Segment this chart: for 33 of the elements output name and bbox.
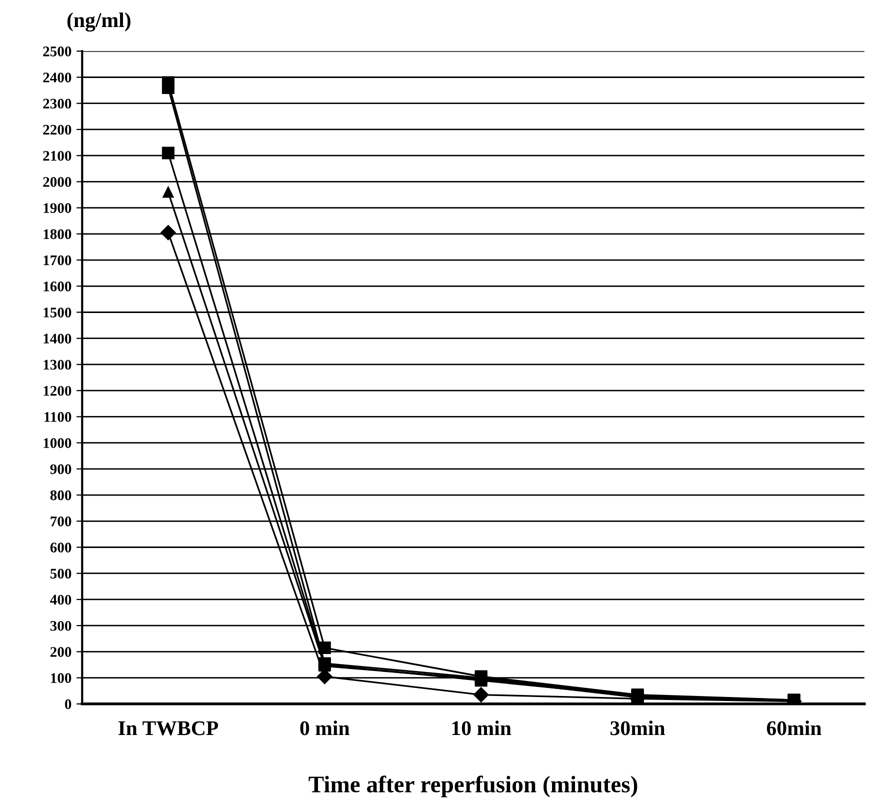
x-axis-title: Time after reperfusion (minutes) (308, 776, 638, 798)
y-tick-label: 2000 (43, 177, 72, 187)
x-tick-label: 10 min (452, 720, 512, 736)
x-tick-label: 60min (766, 720, 822, 736)
x-tick-label: 30min (610, 720, 666, 736)
y-tick-label: 600 (50, 542, 72, 552)
y-tick-label: 1200 (44, 386, 72, 396)
y-tick-label: 300 (50, 620, 72, 631)
y-tick-label: 1900 (44, 203, 72, 214)
y-tick-label: 1400 (44, 334, 72, 344)
y-tick-label: 1500 (44, 308, 72, 318)
y-tick-label: 400 (50, 594, 72, 605)
y-tick-label: 800 (50, 490, 72, 500)
y-tick-label: 1300 (44, 360, 72, 370)
y-tick-label: 1700 (44, 255, 72, 266)
y-tick-label: 1600 (44, 282, 72, 292)
y-tick-label: 1100 (44, 412, 72, 422)
y-tick-label: 1000 (44, 438, 72, 448)
x-tick-label: 0 min (300, 720, 350, 736)
y-tick-label: 900 (50, 464, 72, 474)
y-tick-label: 0 (65, 699, 72, 710)
y-tick-label: 2500 (43, 46, 72, 56)
y-tick-label: 2400 (43, 72, 72, 82)
y-tick-label: 2300 (43, 98, 72, 109)
y-tick-label: 700 (50, 516, 72, 526)
y-axis-title: (ng/ml) (67, 12, 130, 32)
y-tick-label: 2200 (43, 124, 72, 135)
y-tick-label: 500 (50, 568, 72, 579)
y-tick-label: 2100 (43, 150, 72, 161)
y-tick-label: 100 (51, 673, 72, 684)
y-tick-label: 200 (50, 647, 72, 657)
x-tick-label: In TWBCP (118, 721, 218, 736)
y-tick-label: 1800 (44, 229, 72, 240)
